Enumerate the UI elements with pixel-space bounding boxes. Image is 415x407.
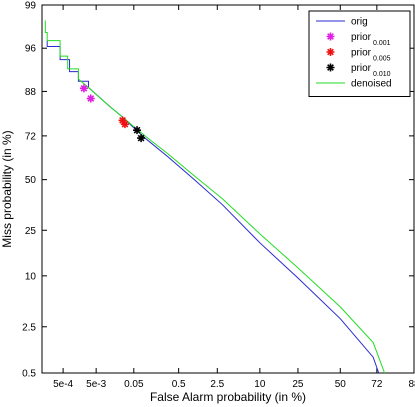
- y-axis-label: Miss probability (in %): [0, 130, 14, 247]
- x-tick-label: 72: [371, 379, 383, 390]
- marker-prior-0-001: [79, 84, 88, 93]
- x-tick-label: 5e-4: [53, 379, 73, 390]
- y-axis: 0.5 2.5 10 25 50 72 88 96 99: [22, 1, 414, 380]
- marker-prior-0-005: [120, 120, 129, 129]
- marker-prior-0-005: [118, 116, 127, 125]
- x-tick-label: 50: [335, 379, 347, 390]
- plot-area: [44, 20, 386, 374]
- x-axis-label: False Alarm probability (in %): [150, 390, 306, 404]
- marker-prior-0-001: [86, 94, 95, 103]
- legend: origprior0.001prior0.005prior0.010denois…: [308, 10, 411, 97]
- x-tick-label: 0.5: [172, 379, 186, 390]
- y-tick-label: 25: [25, 226, 37, 237]
- x-tick-label: 25: [292, 379, 304, 390]
- legend-label-subscript: 0.001: [373, 40, 391, 47]
- x-tick-label: 88: [408, 379, 415, 390]
- x-tick-label: 0.05: [124, 379, 144, 390]
- legend-label: denoised: [351, 79, 392, 90]
- marker-prior-0-010: [133, 126, 142, 135]
- y-tick-label: 10: [25, 271, 37, 282]
- y-tick-label: 0.5: [22, 369, 36, 380]
- legend-label-subscript: 0.010: [373, 71, 391, 78]
- legend-swatch: [326, 32, 335, 41]
- x-tick-label: 10: [254, 379, 266, 390]
- legend-swatch: [326, 63, 335, 72]
- y-tick-label: 50: [25, 175, 37, 186]
- legend-label-subscript: 0.005: [373, 56, 391, 63]
- y-tick-label: 88: [25, 87, 37, 98]
- y-tick-label: 99: [25, 1, 37, 12]
- legend-swatch: [326, 48, 335, 56]
- legend-box: [308, 10, 411, 97]
- marker-prior-0-010: [137, 134, 146, 143]
- series-line-denoised: [44, 20, 386, 374]
- y-tick-label: 2.5: [22, 322, 36, 333]
- y-tick-label: 96: [25, 44, 37, 55]
- x-tick-label: 5e-3: [86, 379, 106, 390]
- x-axis: 5e-4 5e-3 0.05 0.5 2.5 10 25 50 72 88: [53, 5, 415, 390]
- y-tick-label: 72: [25, 131, 37, 142]
- legend-label: orig: [351, 17, 368, 28]
- x-tick-label: 2.5: [210, 379, 224, 390]
